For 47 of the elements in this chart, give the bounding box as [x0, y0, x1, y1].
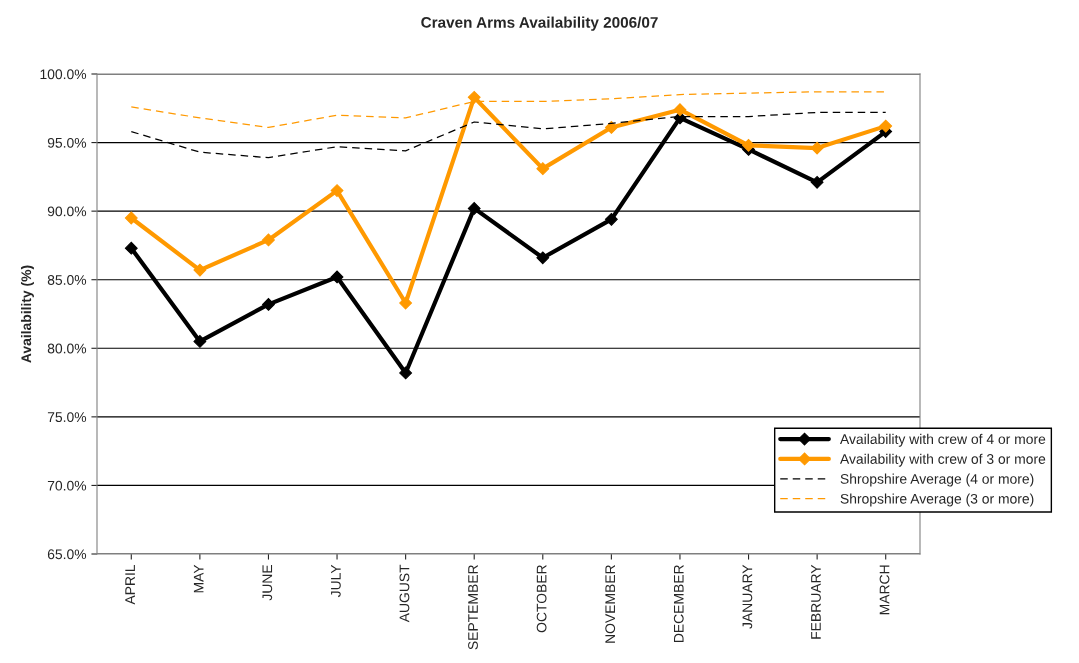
y-tick-label: 75.0% [47, 412, 87, 423]
point [399, 296, 413, 310]
x-tick-label: JULY [331, 564, 341, 598]
x-tick-label: MARCH [879, 565, 890, 615]
x-tick-label: AUGUST [399, 564, 410, 623]
x-tick-label: NOVEMBER [605, 565, 616, 643]
x-tick-label: FEBRUARY [811, 564, 821, 639]
x-tick-label: APRIL [125, 564, 135, 605]
y-tick-label: 95.0% [47, 137, 87, 148]
legend-label: Availability with crew of 3 or more [840, 453, 1046, 467]
point [536, 251, 550, 265]
point [879, 119, 893, 133]
point [467, 90, 481, 104]
y-tick-label: 65.0% [47, 549, 87, 560]
point [124, 241, 138, 255]
y-tick-label: 70.0% [47, 480, 87, 491]
y-tick-label: 90.0% [47, 206, 87, 217]
point [604, 212, 618, 226]
x-tick-label: JANUARY [742, 564, 753, 629]
point [262, 233, 275, 247]
legend-label: Availability with crew of 4 or more [840, 433, 1046, 447]
x-tick-label: JUNE [262, 565, 273, 601]
chart-title: Craven Arms Availability 2006/07 [421, 16, 658, 31]
point [467, 201, 481, 215]
point [742, 138, 755, 152]
y-tick-label: 100.0% [40, 69, 87, 80]
x-tick-label: DECEMBER [673, 565, 684, 642]
point [604, 121, 618, 134]
legend-label: Shropshire Average (4 or more) [840, 473, 1034, 487]
point [810, 175, 824, 189]
y-tick-label: 80.0% [47, 343, 87, 354]
point [193, 263, 207, 277]
x-tick-label: SEPTEMBER [468, 565, 478, 650]
x-tick-label: OCTOBER [536, 565, 547, 633]
y-axis-title: Availability (%) [20, 265, 34, 363]
point [536, 162, 550, 176]
point [810, 141, 824, 155]
x-tick-label: MAY [193, 564, 204, 593]
point [193, 335, 207, 348]
point [330, 184, 344, 197]
y-tick-label: 85.0% [47, 275, 87, 285]
point [673, 103, 687, 117]
point [124, 211, 138, 225]
point [399, 366, 413, 380]
point [262, 297, 275, 311]
point [330, 270, 344, 284]
legend-label: Shropshire Average (3 or more) [840, 493, 1034, 507]
